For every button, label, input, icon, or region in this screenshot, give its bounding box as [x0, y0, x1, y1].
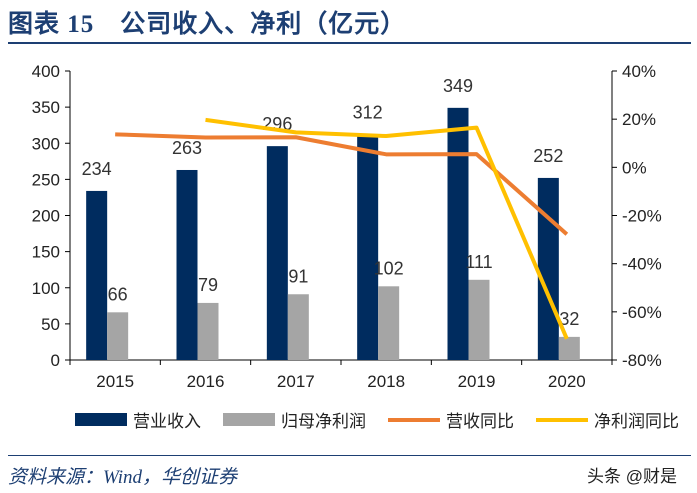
bar-revenue — [266, 146, 288, 360]
legend-label: 营收同比 — [446, 412, 514, 431]
right-tick-label: -20% — [622, 207, 662, 226]
data-label: 252 — [533, 146, 563, 166]
legend-label: 归母净利润 — [281, 412, 366, 431]
right-tick-label: -60% — [622, 303, 662, 322]
legend-swatch — [75, 413, 127, 426]
data-label: 91 — [288, 266, 308, 286]
right-tick-label: 20% — [622, 110, 656, 129]
x-tick-label: 2020 — [548, 372, 586, 391]
left-tick-label: 100 — [32, 279, 60, 298]
right-tick-label: -80% — [622, 351, 662, 370]
x-tick-label: 2019 — [458, 372, 496, 391]
left-tick-label: 350 — [32, 98, 60, 117]
bar-net-profit — [468, 279, 490, 360]
data-label: 66 — [108, 284, 128, 304]
bar-revenue — [447, 107, 469, 360]
bar-revenue — [357, 134, 379, 360]
data-label: 32 — [559, 309, 579, 329]
legend-label: 营业收入 — [133, 412, 201, 431]
left-tick-label: 300 — [32, 134, 60, 153]
x-tick-label: 2015 — [96, 372, 134, 391]
legend-swatch — [223, 413, 275, 426]
title-divider — [8, 42, 691, 44]
legend-label: 净利润同比 — [594, 412, 679, 431]
chart-svg: 0 50 100 150 200 250 300 350 400 -80% -60% -40% -20%… — [32, 62, 679, 431]
data-label: 102 — [374, 258, 404, 278]
x-tick-label: 2017 — [277, 372, 315, 391]
right-tick-label: 40% — [622, 62, 656, 81]
data-label: 234 — [82, 159, 112, 179]
source-divider — [8, 455, 691, 456]
left-tick-label: 200 — [32, 207, 60, 226]
left-tick-label: 0 — [51, 351, 60, 370]
bar-net-profit — [197, 302, 219, 360]
bar-net-profit — [107, 312, 129, 360]
data-label: 263 — [172, 138, 202, 158]
left-tick-label: 150 — [32, 243, 60, 262]
left-tick-label: 400 — [32, 62, 60, 81]
bar-revenue — [86, 190, 108, 360]
bar-net-profit — [378, 286, 400, 360]
source-note: 资料来源：Wind，华创证券 — [8, 467, 238, 488]
left-tick-label: 50 — [41, 315, 60, 334]
data-label: 111 — [465, 252, 492, 272]
x-tick-label: 2018 — [367, 372, 405, 391]
data-label: 349 — [443, 76, 473, 96]
watermark: 头条 @财是 — [587, 467, 677, 486]
bar-net-profit — [287, 294, 309, 360]
bar-revenue — [176, 169, 198, 360]
x-tick-label: 2016 — [187, 372, 225, 391]
data-label: 312 — [353, 103, 383, 123]
bar-revenue — [537, 177, 559, 360]
figure-title: 图表 15 公司收入、净利（亿元） — [8, 11, 407, 38]
bar-net-profit — [558, 336, 580, 360]
right-tick-label: -40% — [622, 255, 662, 274]
right-tick-label: 0% — [622, 158, 647, 177]
left-tick-label: 250 — [32, 170, 60, 189]
data-label: 79 — [198, 275, 218, 295]
